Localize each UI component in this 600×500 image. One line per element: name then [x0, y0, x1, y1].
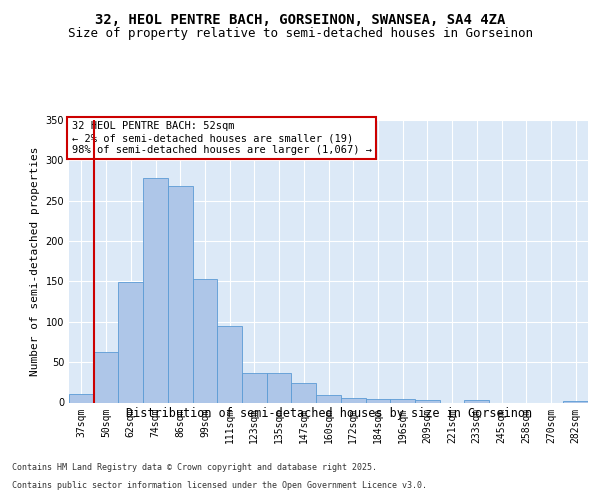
Bar	[168, 186, 193, 402]
Bar	[563, 401, 588, 402]
Bar	[94, 352, 118, 403]
Bar	[464, 400, 489, 402]
Bar	[242, 372, 267, 402]
Bar	[267, 372, 292, 402]
Text: Distribution of semi-detached houses by size in Gorseinon: Distribution of semi-detached houses by …	[126, 408, 532, 420]
Bar	[365, 400, 390, 402]
Text: Contains public sector information licensed under the Open Government Licence v3: Contains public sector information licen…	[12, 481, 427, 490]
Bar	[143, 178, 168, 402]
Bar	[292, 383, 316, 402]
Text: Contains HM Land Registry data © Crown copyright and database right 2025.: Contains HM Land Registry data © Crown c…	[12, 464, 377, 472]
Text: 32, HEOL PENTRE BACH, GORSEINON, SWANSEA, SA4 4ZA: 32, HEOL PENTRE BACH, GORSEINON, SWANSEA…	[95, 12, 505, 26]
Bar	[341, 398, 365, 402]
Bar	[193, 279, 217, 402]
Bar	[69, 394, 94, 402]
Bar	[390, 400, 415, 402]
Text: Size of property relative to semi-detached houses in Gorseinon: Size of property relative to semi-detach…	[67, 28, 533, 40]
Y-axis label: Number of semi-detached properties: Number of semi-detached properties	[30, 146, 40, 376]
Bar	[316, 395, 341, 402]
Bar	[118, 282, 143, 403]
Bar	[415, 400, 440, 402]
Text: 32 HEOL PENTRE BACH: 52sqm
← 2% of semi-detached houses are smaller (19)
98% of : 32 HEOL PENTRE BACH: 52sqm ← 2% of semi-…	[71, 122, 371, 154]
Bar	[217, 326, 242, 402]
